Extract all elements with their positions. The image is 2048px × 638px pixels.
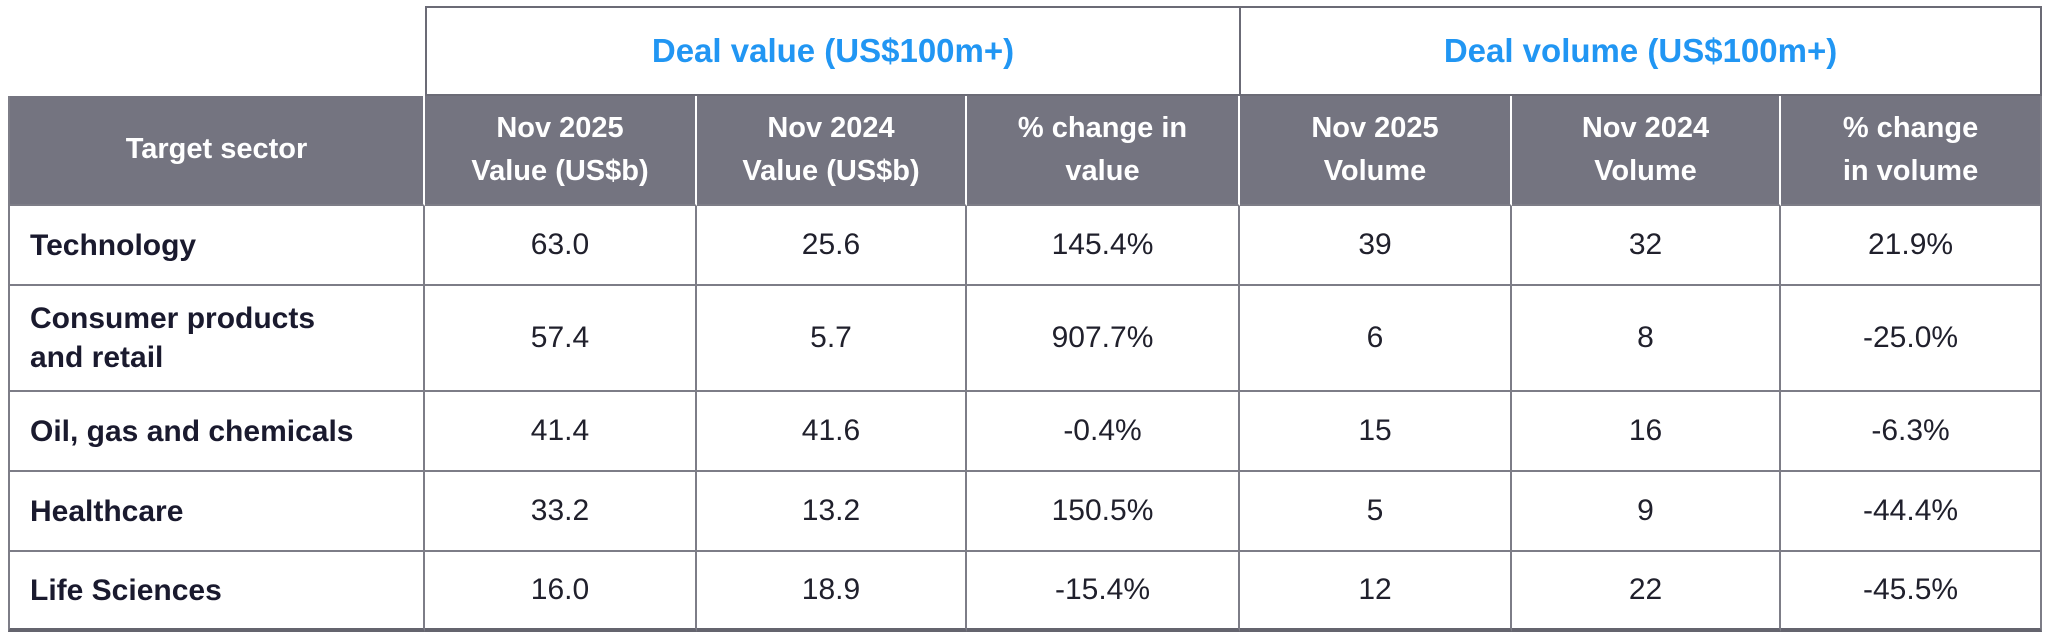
column-header-nov2024-volume: Nov 2024 Volume <box>1512 96 1782 206</box>
pct-change-volume-cell: -45.5% <box>1781 552 2043 632</box>
sector-deals-table: Deal value (US$100m+) Deal volume (US$10… <box>8 6 2043 632</box>
column-header-row: Target sector Nov 2025 Value (US$b) Nov … <box>8 96 2043 206</box>
nov2025-value-cell: 63.0 <box>425 206 697 286</box>
column-header-pct-change-value: % change in value <box>967 96 1241 206</box>
nov2024-volume-cell: 32 <box>1512 206 1782 286</box>
pct-change-volume-cell: -44.4% <box>1781 472 2043 552</box>
nov2024-volume-cell: 9 <box>1512 472 1782 552</box>
nov2024-volume-cell: 16 <box>1512 392 1782 472</box>
sector-name-cell: Consumer products and retail <box>8 286 425 392</box>
column-header-nov2025-value: Nov 2025 Value (US$b) <box>425 96 697 206</box>
table-row-oil-gas-chemicals: Oil, gas and chemicals 41.4 41.6 -0.4% 1… <box>8 392 2043 472</box>
table-row-life-sciences: Life Sciences 16.0 18.9 -15.4% 12 22 -45… <box>8 552 2043 632</box>
sector-name-cell: Healthcare <box>8 472 425 552</box>
nov2025-value-cell: 57.4 <box>425 286 697 392</box>
table-row-consumer-products: Consumer products and retail 57.4 5.7 90… <box>8 286 2043 392</box>
corner-empty-cell <box>8 6 425 96</box>
nov2024-value-cell: 13.2 <box>697 472 967 552</box>
column-header-nov2024-value: Nov 2024 Value (US$b) <box>697 96 967 206</box>
table-row-healthcare: Healthcare 33.2 13.2 150.5% 5 9 -44.4% <box>8 472 2043 552</box>
nov2024-value-cell: 25.6 <box>697 206 967 286</box>
column-header-target-sector: Target sector <box>8 96 425 206</box>
nov2024-volume-cell: 22 <box>1512 552 1782 632</box>
nov2025-volume-cell: 12 <box>1240 552 1513 632</box>
sector-name-cell: Life Sciences <box>8 552 425 632</box>
pct-change-volume-cell: 21.9% <box>1781 206 2043 286</box>
sector-deals-table-container: Deal value (US$100m+) Deal volume (US$10… <box>8 6 2043 632</box>
pct-change-value-cell: 907.7% <box>967 286 1241 392</box>
deal-value-group-header: Deal value (US$100m+) <box>425 6 1241 96</box>
nov2024-value-cell: 5.7 <box>697 286 967 392</box>
nov2025-value-cell: 16.0 <box>425 552 697 632</box>
pct-change-value-cell: 150.5% <box>967 472 1241 552</box>
group-header-row: Deal value (US$100m+) Deal volume (US$10… <box>8 6 2043 96</box>
column-header-nov2025-volume: Nov 2025 Volume <box>1240 96 1513 206</box>
nov2025-volume-cell: 15 <box>1240 392 1513 472</box>
deal-volume-group-header: Deal volume (US$100m+) <box>1240 6 2043 96</box>
nov2025-volume-cell: 39 <box>1240 206 1513 286</box>
nov2025-volume-cell: 5 <box>1240 472 1513 552</box>
sector-name-cell: Oil, gas and chemicals <box>8 392 425 472</box>
pct-change-value-cell: -15.4% <box>967 552 1241 632</box>
nov2025-volume-cell: 6 <box>1240 286 1513 392</box>
pct-change-volume-cell: -6.3% <box>1781 392 2043 472</box>
column-header-pct-change-volume: % change in volume <box>1781 96 2043 206</box>
pct-change-value-cell: -0.4% <box>967 392 1241 472</box>
nov2024-value-cell: 41.6 <box>697 392 967 472</box>
pct-change-volume-cell: -25.0% <box>1781 286 2043 392</box>
pct-change-value-cell: 145.4% <box>967 206 1241 286</box>
nov2025-value-cell: 33.2 <box>425 472 697 552</box>
nov2024-volume-cell: 8 <box>1512 286 1782 392</box>
nov2025-value-cell: 41.4 <box>425 392 697 472</box>
table-row-technology: Technology 63.0 25.6 145.4% 39 32 21.9% <box>8 206 2043 286</box>
sector-name-cell: Technology <box>8 206 425 286</box>
nov2024-value-cell: 18.9 <box>697 552 967 632</box>
